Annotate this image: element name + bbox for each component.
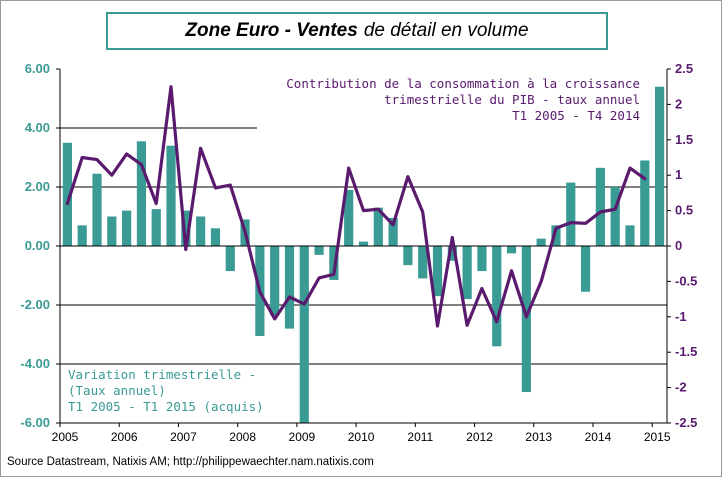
- bar-T4-2012: [521, 246, 531, 393]
- gridlines: [60, 127, 667, 365]
- bar-T3-2012: [506, 246, 517, 254]
- consumption-contribution-line: [65, 85, 647, 328]
- bar-T4-2005: [107, 216, 117, 246]
- bar-T3-2014: [625, 225, 635, 246]
- x-tick-label: 2011: [407, 430, 433, 444]
- right-tick-label: -2.5: [675, 415, 697, 430]
- bar-series-label: Variation trimestrielle -: [68, 367, 256, 382]
- bar-T4-2011: [462, 246, 472, 300]
- bar-T3-2013: [566, 182, 576, 246]
- right-tick-label: 0.5: [675, 203, 693, 218]
- bar-T2-2010: [373, 207, 383, 246]
- bar-T4-2009: [344, 189, 354, 246]
- bar-T2-2011: [432, 246, 443, 297]
- bar-T2-2009: [314, 246, 324, 255]
- bar-T1-2011: [418, 246, 428, 279]
- right-tick-label: -1: [675, 309, 687, 324]
- line-series-label: Contribution de la consommation à la cro…: [286, 76, 640, 91]
- chart-title-part1: Zone Euro - Ventes: [185, 20, 358, 41]
- bar-T3-2011: [447, 246, 457, 261]
- right-tick-label: -0.5: [675, 273, 697, 288]
- right-tick-label: 2.5: [675, 61, 693, 76]
- bar-T4-2013: [580, 246, 591, 292]
- x-tick-label: 2005: [52, 430, 79, 444]
- left-tick-label: 4.00: [25, 120, 50, 135]
- bar-T3-2008: [270, 246, 280, 316]
- bar-T1-2009: [299, 246, 309, 423]
- bar-T3-2007: [210, 228, 221, 246]
- x-tick-label: 2014: [585, 430, 612, 444]
- left-tick-label: 2.00: [25, 179, 50, 194]
- chart-title: Zone Euro - Ventes de détail en volume: [106, 12, 608, 50]
- x-tick-label: 2013: [525, 430, 552, 444]
- left-tick-label: 6.00: [25, 61, 50, 76]
- right-tick-label: 1.5: [675, 132, 693, 147]
- bar-T4-2008: [284, 246, 295, 329]
- bar-T1-2005: [62, 142, 72, 246]
- line-series-label: T1 2005 - T4 2014: [512, 108, 640, 123]
- x-tick-label: 2006: [111, 430, 138, 444]
- bar-T2-2012: [492, 246, 502, 347]
- bar-T4-2006: [166, 145, 176, 246]
- chart-title-part2: de détail en volume: [363, 20, 529, 41]
- bar-T2-2013: [551, 225, 561, 246]
- bar-T1-2012: [477, 246, 487, 272]
- bar-T4-2010: [403, 246, 413, 266]
- bar-T1-2010: [358, 241, 369, 246]
- right-tick-label: 1: [675, 167, 682, 182]
- x-tick-label: 2008: [229, 430, 256, 444]
- bar-T3-2005: [92, 173, 102, 246]
- right-tick-label: -2: [675, 380, 687, 395]
- x-tick-label: 2012: [466, 430, 493, 444]
- right-tick-label: 0: [675, 238, 682, 253]
- bar-T2-2006: [136, 141, 147, 246]
- axes: [56, 68, 671, 427]
- bar-T2-2007: [196, 216, 206, 246]
- bar-T1-2006: [122, 210, 132, 246]
- x-tick-label: 2015: [644, 430, 671, 444]
- bar-T3-2006: [151, 209, 161, 246]
- source-note: Source Datastream, Natixis AM; http://ph…: [7, 456, 374, 468]
- right-tick-label: -1.5: [675, 344, 697, 359]
- bar-series-label: (Taux annuel): [68, 383, 166, 398]
- bar-T1-2013: [536, 238, 546, 246]
- bar-T2-2005: [77, 225, 87, 246]
- x-tick-label: 2009: [289, 430, 316, 444]
- left-tick-label: 0.00: [25, 238, 50, 253]
- bar-T4-2014: [640, 160, 650, 246]
- bar-T3-2010: [388, 217, 398, 246]
- bar-T4-2007: [225, 246, 235, 272]
- x-tick-label: 2010: [348, 430, 375, 444]
- left-tick-label: -4.00: [20, 356, 50, 371]
- bar-T2-2014: [610, 187, 620, 246]
- line-series: [65, 85, 647, 328]
- annotations: Contribution de la consommation à la cro…: [68, 76, 640, 414]
- left-tick-label: -6.00: [20, 415, 50, 430]
- bar-T1-2014: [595, 167, 605, 246]
- bar-T1-2007: [181, 210, 191, 246]
- bar-series-label: T1 2005 - T1 2015 (acquis): [68, 399, 264, 414]
- x-tick-label: 2007: [170, 430, 197, 444]
- bar-T1-2015: [655, 86, 665, 246]
- tick-labels: 6.00 4.00 2.00 0.00 -2.00 -4.00 -6.00 2.5 2 1.5 1 0…: [20, 61, 697, 444]
- right-tick-label: 2: [675, 96, 682, 111]
- line-series-label: trimestrielle du PIB - taux annuel: [384, 92, 640, 107]
- left-tick-label: -2.00: [20, 297, 50, 312]
